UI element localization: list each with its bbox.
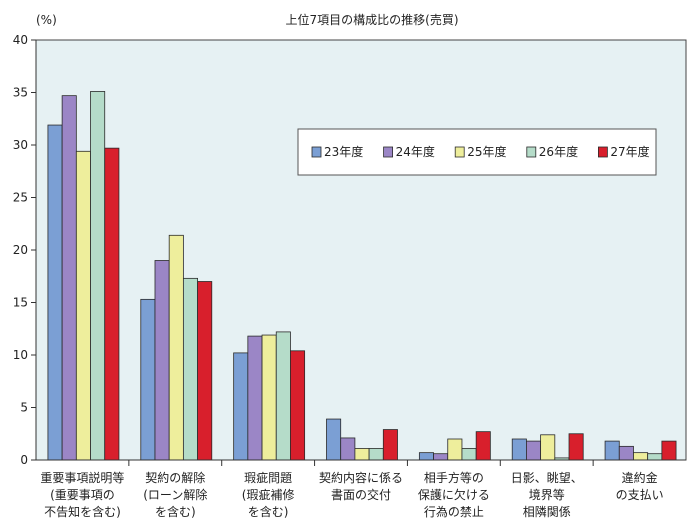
- bars: [47, 91, 677, 461]
- x-tick-label: (重要事項の: [50, 488, 115, 502]
- x-tick-label: の支払い: [616, 488, 664, 502]
- bar: [418, 452, 434, 461]
- bar: [618, 445, 634, 461]
- x-tick-label: 瑕疵問題: [244, 470, 292, 485]
- bar: [154, 260, 170, 461]
- x-tick-label: を含む): [155, 504, 196, 519]
- legend-label: 27年度: [610, 144, 649, 159]
- bar: [340, 437, 356, 461]
- bar: [511, 438, 527, 461]
- y-tick-label: 30: [13, 138, 28, 152]
- bar: [197, 281, 213, 461]
- legend-swatch: [311, 146, 322, 158]
- x-tick-label: 不告知を含む): [44, 504, 121, 519]
- bar: [382, 429, 398, 461]
- plot-area: [35, 39, 687, 461]
- bar: [604, 440, 620, 461]
- bar: [261, 334, 277, 461]
- bar: [447, 438, 463, 461]
- bar: [168, 234, 184, 461]
- bar: [140, 298, 156, 461]
- bar: [61, 95, 77, 461]
- y-tick-label: 0: [20, 453, 28, 467]
- x-tick-label: 違約金: [622, 470, 658, 485]
- y-tick-label: 40: [13, 33, 28, 47]
- bar: [475, 431, 491, 461]
- bar: [290, 350, 306, 461]
- bar: [326, 418, 342, 461]
- bar: [182, 277, 198, 461]
- legend-swatch: [383, 146, 394, 158]
- y-axis-ticks: 0 5 10 15 20 25 30 35 40: [13, 33, 36, 467]
- legend-swatch: [526, 146, 537, 158]
- y-tick-label: 15: [13, 296, 28, 310]
- x-tick-label: 契約内容に係る: [319, 470, 403, 485]
- legend-label: 24年度: [396, 144, 435, 159]
- x-tick-label: 日影、眺望、: [511, 471, 583, 485]
- bar: [540, 434, 556, 461]
- bar: [568, 433, 584, 461]
- x-axis-labels: 重要事項説明等(重要事項の不告知を含む)契約の解除(ローン解除を含む)瑕疵問題(…: [40, 460, 664, 519]
- x-tick-label: 相手方等の: [424, 470, 484, 485]
- y-axis-label: (%): [36, 13, 57, 27]
- chart-title: 上位7項目の構成比の推移(売買): [286, 12, 459, 27]
- bar: [461, 448, 477, 461]
- x-tick-label: (ローン解除: [143, 487, 207, 502]
- y-tick-label: 25: [13, 191, 28, 205]
- x-tick-label: 境界等: [529, 487, 565, 502]
- bar: [368, 448, 384, 461]
- y-tick-label: 10: [13, 348, 28, 362]
- bar: [247, 335, 263, 461]
- bar: [275, 331, 291, 461]
- x-tick-label: 契約の解除: [145, 470, 205, 485]
- y-tick-label: 20: [13, 243, 28, 257]
- bar: [90, 91, 106, 461]
- y-tick-label: 5: [20, 401, 28, 415]
- x-tick-label: 保護に欠ける: [418, 487, 490, 502]
- bar: [661, 440, 677, 461]
- bar: [433, 453, 449, 461]
- legend: 23年度 24年度 25年度 26年度 27年度: [297, 128, 657, 176]
- x-tick-label: 行為の禁止: [424, 505, 484, 519]
- legend-swatch: [454, 146, 465, 158]
- bar: [526, 440, 542, 461]
- bar: [633, 452, 649, 461]
- bar: [47, 124, 63, 461]
- legend-label: 23年度: [324, 144, 363, 159]
- x-tick-label: を含む): [248, 504, 289, 519]
- bar: [104, 147, 120, 461]
- x-tick-label: 書面の交付: [331, 487, 391, 502]
- bar: [354, 448, 370, 461]
- legend-label: 26年度: [539, 144, 578, 159]
- x-tick-label: (瑕疵補修: [242, 487, 295, 502]
- legend-swatch: [598, 146, 608, 158]
- bar: [233, 352, 249, 461]
- bar: [647, 453, 663, 461]
- legend-label: 25年度: [467, 144, 506, 159]
- x-tick-label: 重要事項説明等: [40, 470, 124, 485]
- legend-box: [297, 128, 657, 176]
- y-tick-label: 35: [13, 86, 28, 100]
- bar: [75, 150, 91, 461]
- x-tick-label: 相隣関係: [523, 504, 571, 519]
